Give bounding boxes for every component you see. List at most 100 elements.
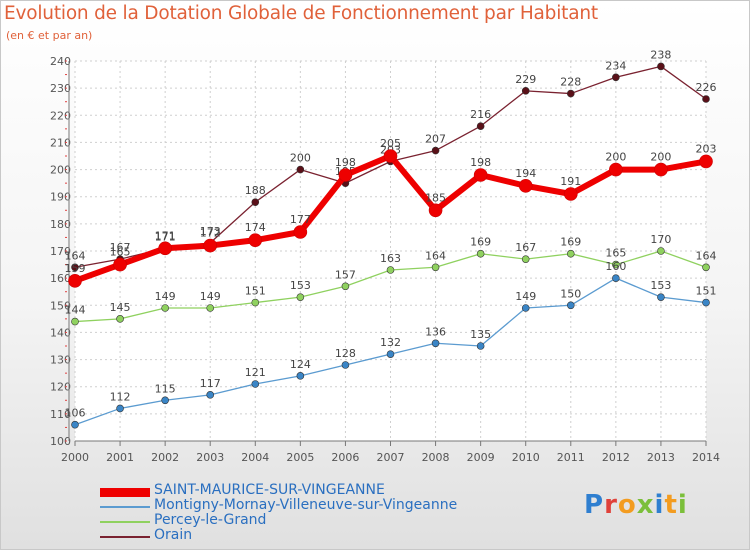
data-point — [248, 233, 263, 247]
data-point — [473, 168, 488, 182]
chart-title: Evolution de la Dotation Globale de Fonc… — [4, 3, 598, 24]
y-tick-label: 140 — [50, 326, 71, 339]
data-point — [476, 249, 485, 258]
data-label: 112 — [110, 390, 131, 403]
legend-item: Montigny-Mornay-Villeneuve-sur-Vingeanne — [100, 497, 520, 513]
data-point — [566, 89, 575, 98]
data-point — [203, 238, 218, 253]
data-label: 164 — [696, 249, 717, 262]
y-tick-label: 210 — [50, 136, 71, 149]
data-point — [431, 146, 440, 155]
data-label: 229 — [515, 73, 536, 86]
y-tick-label: 190 — [50, 191, 71, 204]
data-point — [158, 241, 172, 256]
data-label: 167 — [110, 241, 131, 254]
data-point — [296, 372, 305, 380]
data-label: 151 — [696, 285, 717, 298]
data-point — [428, 203, 443, 218]
data-point — [521, 87, 530, 95]
data-point — [518, 179, 533, 193]
data-label: 188 — [245, 184, 266, 197]
x-tick-label: 2002 — [151, 451, 179, 464]
data-label: 153 — [650, 279, 671, 292]
data-label: 171 — [155, 230, 176, 243]
y-tick-label: 150 — [50, 299, 71, 312]
data-label: 170 — [650, 233, 671, 246]
data-label: 200 — [605, 151, 626, 164]
data-label: 203 — [696, 142, 717, 155]
data-point — [431, 339, 440, 348]
legend-swatch — [100, 536, 150, 538]
y-tick-label: 200 — [50, 164, 71, 177]
data-point — [699, 154, 713, 169]
data-label: 234 — [605, 59, 626, 72]
data-label: 121 — [245, 366, 266, 379]
data-point — [521, 304, 530, 312]
y-tick-label: 120 — [50, 381, 71, 394]
data-point — [71, 263, 79, 272]
data-label: 171 — [155, 229, 176, 242]
data-label: 159 — [65, 262, 86, 275]
y-tick-label: 180 — [50, 218, 71, 231]
legend-label: Percey-le-Grand — [154, 512, 267, 528]
data-label: 163 — [380, 252, 401, 265]
data-point — [251, 380, 260, 388]
data-label: 160 — [605, 260, 626, 273]
data-label: 117 — [200, 377, 221, 390]
x-tick-label: 2014 — [692, 451, 720, 464]
x-tick-label: 2006 — [331, 451, 359, 464]
data-point — [296, 165, 305, 174]
data-label: 165 — [605, 247, 626, 260]
y-tick-label: 240 — [50, 55, 71, 68]
data-label: 200 — [650, 151, 671, 164]
x-tick-label: 2012 — [602, 451, 630, 464]
data-label: 169 — [560, 236, 581, 249]
data-point — [116, 404, 124, 413]
data-label: 144 — [65, 304, 86, 317]
legend-item: Percey-le-Grand — [100, 512, 520, 528]
data-point — [251, 198, 260, 206]
data-label: 198 — [335, 156, 356, 169]
data-point — [113, 257, 127, 272]
data-point — [341, 282, 350, 291]
x-tick-label: 2001 — [106, 451, 134, 464]
x-tick-label: 2005 — [286, 451, 314, 464]
x-tick-label: 2003 — [196, 451, 224, 464]
legend-label: SAINT-MAURICE-SUR-VINGEANNE — [154, 482, 385, 498]
x-tick-label: 2010 — [512, 451, 540, 464]
data-label: 106 — [65, 407, 86, 420]
y-tick-label: 110 — [50, 408, 71, 421]
data-point — [521, 255, 530, 263]
data-label: 151 — [245, 285, 266, 298]
data-point — [702, 263, 710, 272]
y-tick-label: 170 — [50, 245, 71, 258]
x-tick-label: 2004 — [241, 451, 269, 464]
data-label: 136 — [425, 325, 446, 338]
data-point — [612, 73, 620, 82]
data-label: 115 — [155, 382, 176, 395]
data-point — [657, 62, 665, 71]
data-point — [338, 168, 353, 182]
y-tick-label: 230 — [50, 82, 71, 95]
data-point — [71, 317, 79, 326]
data-label: 157 — [335, 268, 356, 281]
x-tick-label: 2009 — [467, 451, 495, 464]
x-tick-label: 2013 — [647, 451, 675, 464]
x-tick-label: 2007 — [377, 451, 405, 464]
data-label: 216 — [470, 108, 491, 121]
legend-swatch — [100, 521, 150, 523]
data-label: 164 — [65, 249, 86, 262]
data-point — [612, 260, 620, 269]
data-label: 207 — [425, 133, 446, 146]
data-label: 172 — [200, 227, 221, 240]
data-point — [609, 162, 623, 177]
data-label: 226 — [696, 81, 717, 94]
data-label: 238 — [650, 48, 671, 61]
data-point — [654, 162, 668, 177]
y-tick-label: 220 — [50, 109, 71, 122]
data-label: 145 — [110, 301, 131, 314]
data-point — [293, 225, 308, 239]
data-point — [383, 149, 398, 163]
legend-swatch — [100, 487, 150, 497]
